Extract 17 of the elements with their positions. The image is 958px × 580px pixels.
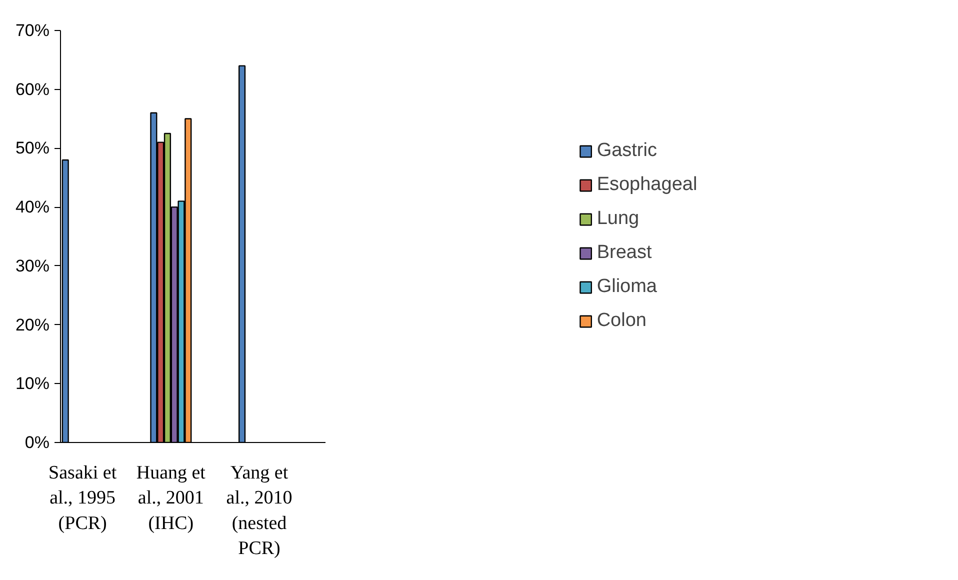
legend-label: Glioma	[596, 276, 657, 298]
x-tick-label: Sasaki et al., 1995 (PCR)	[48, 462, 118, 534]
y-tick-label: 30%	[15, 256, 50, 276]
legend-label: Colon	[596, 310, 646, 332]
legend-label: Breast	[596, 242, 652, 264]
x-tick-label: Huang et al., 2001 (IHC)	[136, 462, 206, 534]
legend-label: Gastric	[596, 140, 657, 162]
legend-label: Esophageal	[596, 174, 698, 196]
y-tick-label: 0%	[24, 433, 50, 452]
x-tick-label: Yang et al., 2010 (nested PCR)	[226, 462, 292, 560]
y-tick-label: 20%	[15, 315, 50, 334]
y-tick-label: 60%	[15, 80, 50, 99]
y-tick-label: 40%	[15, 198, 50, 217]
y-tick-label: 70%	[15, 21, 50, 40]
y-tick-label: 10%	[15, 374, 50, 394]
legend-label: Lung	[596, 208, 640, 230]
y-tick-label: 50%	[15, 138, 50, 158]
